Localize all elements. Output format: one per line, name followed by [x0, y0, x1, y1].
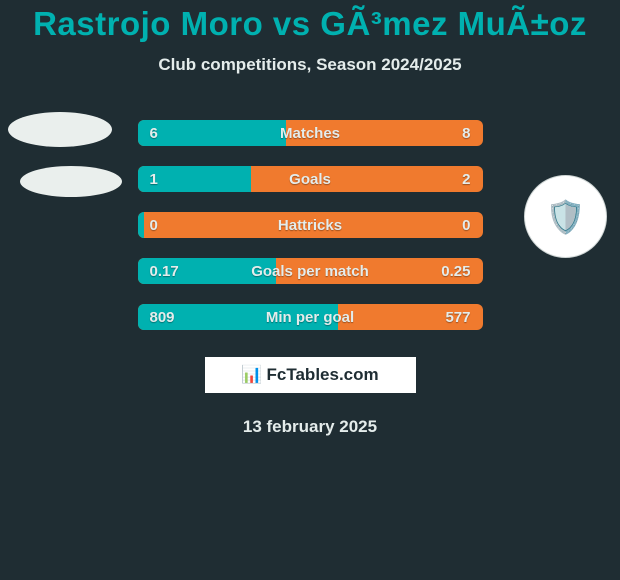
page-title: Rastrojo Moro vs GÃ³mez MuÃ±oz	[0, 0, 620, 43]
stat-row-hattricks: 0 Hattricks 0	[138, 212, 483, 238]
subtitle: Club competitions, Season 2024/2025	[0, 55, 620, 75]
stat-label: Hattricks	[138, 212, 483, 238]
stat-row-min-per-goal: 809 Min per goal 577	[138, 304, 483, 330]
stat-right-value: 8	[462, 120, 470, 146]
stats-area: 🛡️ 6 Matches 8 1 Goals 2 0 Hattricks 0	[0, 120, 620, 330]
stat-rows: 6 Matches 8 1 Goals 2 0 Hattricks 0 0.17…	[138, 120, 483, 330]
stat-label: Min per goal	[138, 304, 483, 330]
avatar-placeholder-1	[8, 112, 112, 147]
brand-text: FcTables.com	[267, 365, 379, 385]
stat-row-matches: 6 Matches 8	[138, 120, 483, 146]
shield-icon: 🛡️	[525, 176, 606, 257]
stat-row-goals: 1 Goals 2	[138, 166, 483, 192]
stat-right-value: 0.25	[441, 258, 470, 284]
club-logo: 🛡️	[524, 175, 607, 258]
avatar-placeholder-2	[20, 166, 122, 197]
stat-right-value: 577	[445, 304, 470, 330]
chart-icon: 📊	[241, 365, 262, 385]
stat-row-goals-per-match: 0.17 Goals per match 0.25	[138, 258, 483, 284]
brand-box: 📊 FcTables.com	[203, 355, 418, 395]
date: 13 february 2025	[0, 417, 620, 437]
stat-right-value: 2	[462, 166, 470, 192]
viewport: Rastrojo Moro vs GÃ³mez MuÃ±oz Club comp…	[0, 0, 620, 580]
stat-label: Matches	[138, 120, 483, 146]
stat-label: Goals per match	[138, 258, 483, 284]
stat-label: Goals	[138, 166, 483, 192]
stat-right-value: 0	[462, 212, 470, 238]
